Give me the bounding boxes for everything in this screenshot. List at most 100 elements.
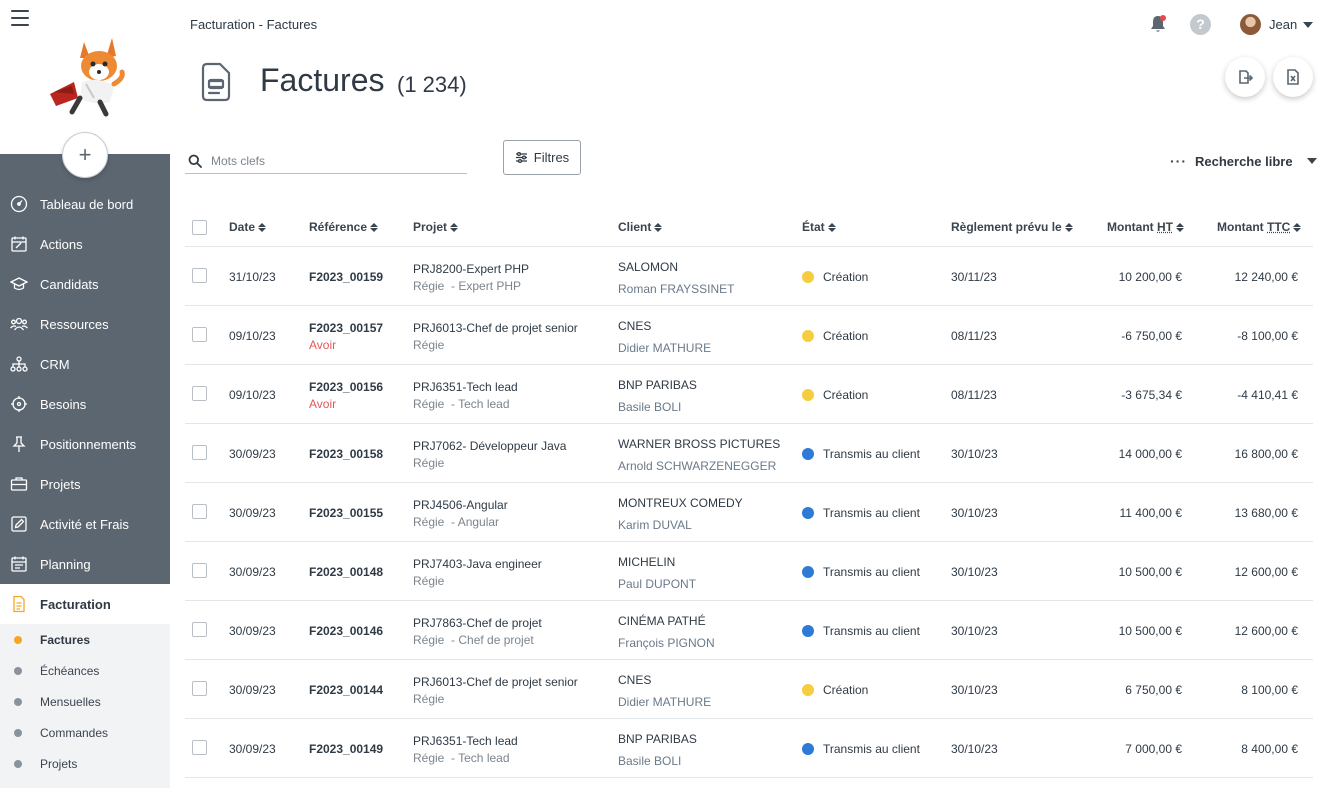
column-etat[interactable]: État (802, 220, 836, 234)
cell-reference[interactable]: F2023_00144 (309, 683, 384, 697)
cell-montant-ttc: -8 100,00 € (1237, 329, 1298, 343)
sidebar-item-ressources[interactable]: Ressources (0, 304, 170, 344)
cell-contact[interactable]: Karim DUVAL (618, 518, 692, 532)
sub-item-commandes[interactable]: Commandes (0, 717, 170, 748)
free-search-toggle[interactable]: ··· Recherche libre (1170, 153, 1317, 169)
column-unit: TTC (1267, 220, 1291, 234)
table-row[interactable]: 09/10/23 F2023_00157 Avoir PRJ6013-Chef de … (185, 306, 1313, 365)
row-checkbox[interactable] (192, 740, 207, 755)
cell-contact[interactable]: Basile BOLI (618, 400, 682, 414)
table-row[interactable]: 30/09/23 F2023_00149 PRJ6351-Tech lead Régi… (185, 719, 1313, 778)
cell-reference[interactable]: F2023_00159 (309, 270, 384, 284)
cell-client[interactable]: WARNER BROSS PICTURES (618, 437, 781, 451)
row-checkbox[interactable] (192, 445, 207, 460)
cell-contact[interactable]: Didier MATHURE (618, 695, 712, 709)
sub-item-factures[interactable]: Factures (0, 624, 170, 655)
sidebar-item-positionnements[interactable]: Positionnements (0, 424, 170, 464)
column-montant-ttc[interactable]: Montant TTC (1217, 220, 1302, 234)
user-menu[interactable]: Jean (1240, 14, 1314, 35)
cell-client[interactable]: CINÉMA PATHÉ (618, 614, 706, 628)
table-row[interactable]: 30/09/23 F2023_00146 PRJ7863-Chef de proje… (185, 601, 1313, 660)
sidebar-item-besoins[interactable]: Besoins (0, 384, 170, 424)
cell-client[interactable]: MICHELIN (618, 555, 676, 569)
cell-client[interactable]: CNES (618, 319, 652, 333)
cell-contact[interactable]: Roman FRAYSSINET (618, 282, 735, 296)
cell-client[interactable]: BNP PARIBAS (618, 378, 697, 392)
cell-projet[interactable]: PRJ4506-Angular (413, 498, 508, 512)
cell-projet[interactable]: PRJ7863-Chef de projet (413, 616, 542, 630)
column-reglement[interactable]: Règlement prévu le (951, 220, 1073, 234)
table-row[interactable]: 09/10/23 F2023_00156 Avoir PRJ6351-Tech lea… (185, 365, 1313, 424)
status-label: Transmis au client (823, 506, 920, 520)
row-checkbox[interactable] (192, 622, 207, 637)
filters-button[interactable]: Filtres (503, 140, 581, 175)
sub-item-projets[interactable]: Projets (0, 748, 170, 779)
cell-reglement: 30/10/23 (951, 447, 998, 461)
cell-projet[interactable]: PRJ6351-Tech lead (413, 380, 518, 394)
cell-contact[interactable]: Basile BOLI (618, 754, 682, 768)
cell-reference[interactable]: F2023_00155 (309, 506, 384, 520)
search-input[interactable] (211, 153, 451, 168)
cell-client[interactable]: MONTREUX COMEDY (618, 496, 743, 510)
table-row[interactable]: 31/10/23 F2023_00159 PRJ8200-Expert PHP Rég… (185, 247, 1313, 306)
table-row[interactable]: 30/09/23 F2023_00148 PRJ7403-Java engineer… (185, 542, 1313, 601)
cell-reference[interactable]: F2023_00148 (309, 565, 384, 579)
cell-montant-ht: 10 200,00 € (1118, 270, 1182, 284)
cell-projet[interactable]: PRJ7062- Développeur Java (413, 439, 567, 453)
cell-contact[interactable]: Arnold SCHWARZENEGGER (618, 459, 777, 473)
add-button[interactable]: + (62, 132, 108, 178)
sidebar-item-planning[interactable]: Planning (0, 544, 170, 584)
sidebar-item-crm[interactable]: CRM (0, 344, 170, 384)
sidebar-item-projets[interactable]: Projets (0, 464, 170, 504)
sidebar-item-actions[interactable]: Actions (0, 224, 170, 264)
sidebar-item-tableau-de-bord[interactable]: Tableau de bord (0, 184, 170, 224)
cell-projet[interactable]: PRJ8200-Expert PHP (413, 262, 530, 276)
table-row[interactable]: 30/09/23 F2023_00144 PRJ6013-Chef de proje… (185, 660, 1313, 719)
column-montant-ht[interactable]: Montant HT (1107, 220, 1184, 234)
cell-etat: Création (802, 329, 868, 343)
select-all-checkbox[interactable] (192, 220, 207, 235)
column-client[interactable]: Client (618, 220, 663, 234)
cell-montant-ttc: 12 600,00 € (1234, 624, 1298, 638)
cell-reference[interactable]: F2023_00146 (309, 624, 384, 638)
cell-reglement: 30/10/23 (951, 506, 998, 520)
cell-client[interactable]: CNES (618, 673, 652, 687)
column-date[interactable]: Date (229, 220, 267, 234)
bell-icon[interactable] (1148, 14, 1168, 34)
cell-reference[interactable]: F2023_00156 (309, 380, 384, 394)
row-checkbox[interactable] (192, 268, 207, 283)
sidebar: + Tableau de bord Actions Candidats Ress… (0, 0, 170, 788)
menu-icon[interactable] (11, 10, 29, 26)
cell-contact[interactable]: Didier MATHURE (618, 341, 712, 355)
cell-reference[interactable]: F2023_00157 (309, 321, 384, 335)
cell-reference[interactable]: F2023_00149 (309, 742, 384, 756)
table-row[interactable]: 30/09/23 F2023_00158 PRJ7062- Développeur … (185, 424, 1313, 483)
cell-client[interactable]: BNP PARIBAS (618, 732, 697, 746)
row-checkbox[interactable] (192, 386, 207, 401)
cell-projet-detail: Régie (413, 574, 445, 588)
row-checkbox[interactable] (192, 563, 207, 578)
cell-contact[interactable]: Paul DUPONT (618, 577, 697, 591)
row-checkbox[interactable] (192, 504, 207, 519)
sub-item-echeances[interactable]: Échéances (0, 655, 170, 686)
help-icon[interactable]: ? (1190, 14, 1211, 35)
cell-projet[interactable]: PRJ6351-Tech lead (413, 734, 518, 748)
excel-export-button[interactable] (1273, 57, 1313, 97)
column-reference[interactable]: Référence (309, 220, 379, 234)
export-button[interactable] (1225, 57, 1265, 97)
cell-date: 30/09/23 (229, 683, 276, 697)
row-checkbox[interactable] (192, 327, 207, 342)
row-checkbox[interactable] (192, 681, 207, 696)
sub-item-mensuelles[interactable]: Mensuelles (0, 686, 170, 717)
sidebar-item-candidats[interactable]: Candidats (0, 264, 170, 304)
table-row[interactable]: 30/09/23 F2023_00155 PRJ4506-Angular Régie … (185, 483, 1313, 542)
sidebar-item-facturation[interactable]: Facturation (0, 584, 170, 624)
cell-projet[interactable]: PRJ7403-Java engineer (413, 557, 542, 571)
column-projet[interactable]: Projet (413, 220, 459, 234)
cell-projet[interactable]: PRJ6013-Chef de projet senior (413, 321, 578, 335)
cell-reference[interactable]: F2023_00158 (309, 447, 384, 461)
cell-contact[interactable]: François PIGNON (618, 636, 715, 650)
sidebar-item-activite-et-frais[interactable]: Activité et Frais (0, 504, 170, 544)
cell-client[interactable]: SALOMON (618, 260, 679, 274)
cell-projet[interactable]: PRJ6013-Chef de projet senior (413, 675, 578, 689)
